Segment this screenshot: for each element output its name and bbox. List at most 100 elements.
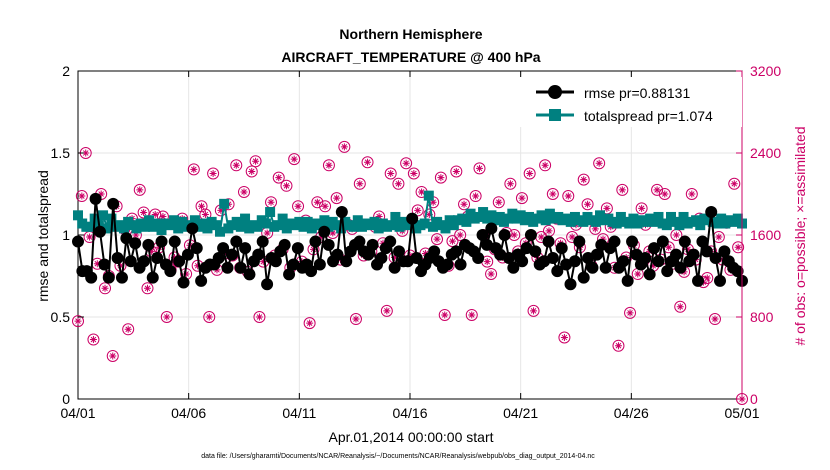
obs-assimilated-marker bbox=[649, 262, 657, 270]
obs-assimilated-marker bbox=[93, 260, 101, 268]
obs-possible-marker bbox=[380, 304, 393, 317]
spread-point bbox=[139, 221, 150, 232]
obs-possible-marker bbox=[504, 177, 517, 190]
rmse-point bbox=[195, 274, 208, 287]
obs-assimilated-marker bbox=[429, 198, 437, 206]
rmse-point bbox=[626, 235, 639, 248]
y-right-axis-label: # of obs: o=possible; ×=assimilated bbox=[792, 126, 808, 345]
obs-assimilated-marker bbox=[661, 190, 669, 198]
obs-point bbox=[160, 311, 173, 323]
obs-point bbox=[674, 300, 687, 313]
y-axis-label: rmse and totalspread bbox=[35, 170, 51, 302]
obs-assimilated-marker bbox=[282, 182, 290, 190]
rmse-point bbox=[111, 251, 124, 264]
obs-assimilated-marker bbox=[618, 186, 626, 194]
obs-point bbox=[230, 159, 243, 172]
obs-point bbox=[245, 165, 258, 178]
obs-point bbox=[708, 313, 721, 326]
rmse-point bbox=[168, 235, 181, 248]
obs-possible-marker bbox=[137, 206, 150, 219]
spread-point bbox=[143, 215, 154, 226]
obs-point bbox=[434, 171, 447, 184]
x-tick-label: 04/11 bbox=[282, 405, 316, 421]
footnote: data file: /Users/gharamti/Documents/NCA… bbox=[201, 453, 595, 460]
obs-possible-marker bbox=[187, 163, 200, 176]
obs-assimilated-marker bbox=[584, 200, 592, 208]
rmse-point bbox=[318, 225, 331, 238]
obs-assimilated-marker bbox=[89, 336, 97, 344]
obs-assimilated-marker bbox=[143, 284, 151, 292]
rmse-point bbox=[718, 245, 731, 258]
obs-assimilated-marker bbox=[124, 325, 132, 333]
obs-possible-marker bbox=[674, 300, 687, 313]
obs-assimilated-marker bbox=[591, 225, 599, 233]
obs-possible-marker bbox=[133, 183, 146, 196]
spread-point bbox=[202, 223, 213, 234]
rmse-point bbox=[454, 258, 467, 271]
obs-point bbox=[122, 323, 135, 336]
obs-point bbox=[265, 196, 278, 209]
obs-point bbox=[392, 177, 405, 190]
obs-assimilated-marker bbox=[321, 202, 329, 210]
obs-possible-marker bbox=[353, 177, 366, 190]
obs-point bbox=[330, 192, 343, 205]
rmse-point bbox=[335, 206, 348, 219]
rmse-point bbox=[239, 242, 252, 255]
obs-possible-marker bbox=[577, 173, 590, 186]
obs-point bbox=[577, 173, 590, 186]
rmse-point bbox=[472, 251, 485, 264]
obs-assimilated-marker bbox=[387, 170, 395, 177]
rmse-point bbox=[331, 248, 344, 261]
rmse-point bbox=[542, 235, 555, 248]
obs-assimilated-marker bbox=[375, 213, 383, 221]
rmse-point bbox=[674, 261, 687, 274]
obs-possible-marker bbox=[527, 304, 540, 317]
rmse-point bbox=[309, 235, 322, 248]
rmse-point bbox=[516, 255, 529, 268]
obs-assimilated-marker bbox=[734, 243, 742, 251]
rmse-point bbox=[410, 251, 423, 264]
obs-point bbox=[658, 188, 671, 200]
obs-point bbox=[616, 183, 629, 196]
obs-assimilated-marker bbox=[82, 149, 90, 157]
rmse-point bbox=[678, 235, 691, 248]
obs-assimilated-marker bbox=[614, 342, 622, 350]
rmse-point bbox=[261, 278, 274, 291]
obs-assimilated-marker bbox=[205, 313, 213, 321]
obs-possible-marker bbox=[338, 140, 351, 153]
rmse-point bbox=[573, 235, 586, 248]
obs-assimilated-marker bbox=[468, 311, 476, 319]
rmse-point bbox=[221, 261, 234, 274]
obs-assimilated-marker bbox=[333, 194, 341, 202]
obs-possible-marker bbox=[322, 159, 335, 172]
obs-assimilated-marker bbox=[472, 192, 480, 200]
legend-label-totalspread: totalspread pr=1.074 bbox=[584, 108, 713, 124]
rmse-point bbox=[181, 248, 194, 261]
obs-assimilated-marker bbox=[537, 233, 545, 241]
spread-point bbox=[240, 213, 251, 224]
obs-possible-marker bbox=[75, 190, 88, 203]
rmse-point bbox=[551, 265, 564, 278]
obs-point bbox=[446, 235, 459, 248]
obs-point bbox=[353, 177, 366, 190]
x-tick-label: 04/01 bbox=[60, 405, 95, 421]
rmse-point bbox=[151, 251, 164, 264]
spread-point bbox=[85, 221, 96, 232]
obs-point bbox=[400, 157, 413, 170]
obs-point bbox=[438, 308, 451, 321]
obs-assimilated-marker bbox=[456, 231, 464, 239]
obs-point bbox=[272, 171, 285, 184]
rmse-point bbox=[98, 258, 111, 271]
obs-point bbox=[75, 190, 88, 203]
spread-point bbox=[390, 211, 401, 222]
obs-possible-marker bbox=[411, 204, 424, 217]
obs-point bbox=[280, 179, 293, 192]
rmse-point bbox=[555, 242, 568, 255]
obs-assimilated-marker bbox=[634, 270, 642, 278]
obs-possible-marker bbox=[728, 177, 741, 190]
obs-possible-marker bbox=[160, 311, 173, 323]
obs-possible-marker bbox=[230, 159, 243, 172]
obs-possible-marker bbox=[492, 196, 505, 209]
rmse-point bbox=[546, 251, 559, 264]
rmse-point bbox=[129, 237, 142, 250]
